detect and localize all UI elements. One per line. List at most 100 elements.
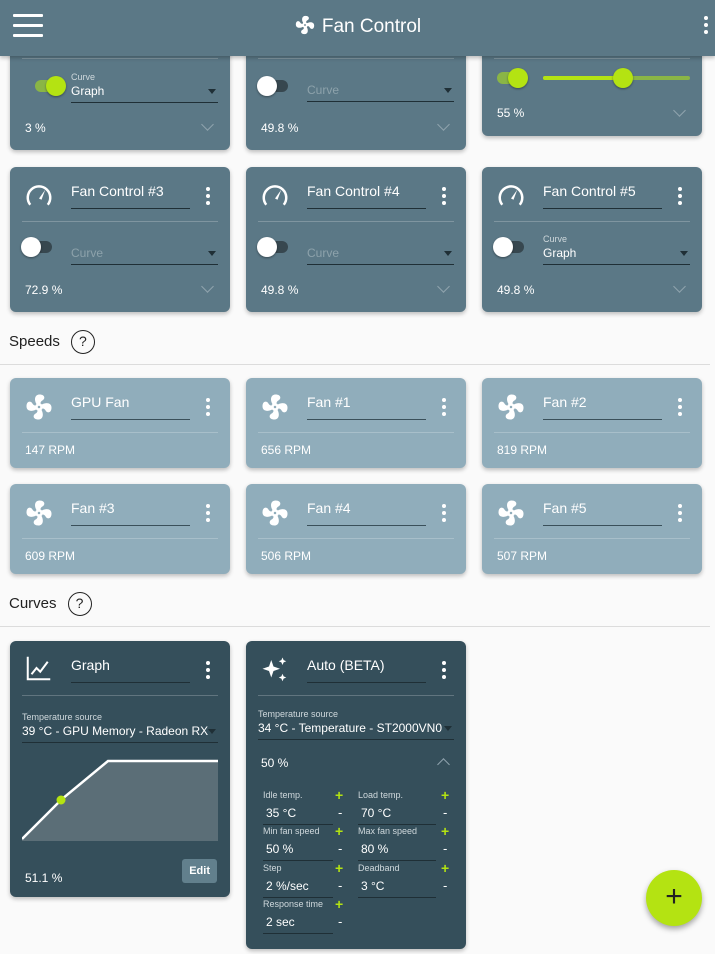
speed-name[interactable]: Fan #4 <box>307 500 426 526</box>
idle-temp-label: Idle temp. <box>263 790 303 800</box>
curve-name[interactable]: Auto (BETA) <box>307 657 426 683</box>
more-vert-icon[interactable] <box>442 398 446 416</box>
curve-name[interactable]: Graph <box>71 657 190 683</box>
increase-button[interactable]: + <box>441 860 450 876</box>
sparkles-icon <box>262 657 287 682</box>
speed-name[interactable]: GPU Fan <box>71 394 190 420</box>
speed-rpm: 507 RPM <box>497 549 548 563</box>
more-vert-icon[interactable] <box>442 504 446 522</box>
auto-curve-card: Auto (BETA) Temperature source 34 °C - T… <box>246 641 466 949</box>
fan-icon <box>260 498 290 533</box>
load-temp-value[interactable]: 70 °C <box>358 806 436 825</box>
control-toggle[interactable] <box>35 76 66 96</box>
control-toggle[interactable] <box>497 68 528 88</box>
control-percent: 49.8 % <box>497 283 535 297</box>
fan-icon <box>496 498 526 533</box>
select-value: Graph <box>543 246 577 260</box>
control-select[interactable]: Curve <box>307 246 454 265</box>
expand-chevron-icon[interactable] <box>437 280 450 293</box>
speed-name[interactable]: Fan #1 <box>307 394 426 420</box>
more-vert-icon[interactable] <box>206 398 210 416</box>
temperature-source-select[interactable]: Temperature source 39 °C - GPU Memory - … <box>22 712 218 743</box>
decrease-button[interactable]: - <box>338 878 343 893</box>
more-vert-icon[interactable] <box>206 504 210 522</box>
fan-icon <box>24 498 54 533</box>
expand-chevron-icon[interactable] <box>201 118 214 131</box>
speed-name[interactable]: Fan #3 <box>71 500 190 526</box>
control-select[interactable]: Curve Graph <box>543 234 690 265</box>
control-toggle[interactable] <box>257 237 288 257</box>
select-value: Graph <box>71 84 105 98</box>
more-vert-icon[interactable] <box>703 16 709 34</box>
more-vert-icon[interactable] <box>678 504 682 522</box>
select-value: Curve <box>307 246 340 260</box>
select-label: Temperature source <box>258 709 339 719</box>
decrease-button[interactable]: - <box>338 805 343 820</box>
more-vert-icon[interactable] <box>678 398 682 416</box>
expand-chevron-icon[interactable] <box>673 280 686 293</box>
curves-heading: Curves? <box>9 592 92 616</box>
increase-button[interactable]: + <box>335 860 344 876</box>
control-select[interactable]: Curve <box>307 83 454 102</box>
decrease-button[interactable]: - <box>443 878 448 893</box>
fan-icon <box>24 392 54 427</box>
control-name[interactable]: Fan Control #5 <box>543 183 662 209</box>
increase-button[interactable]: + <box>335 823 344 839</box>
app-bar: Fan Control <box>0 0 715 56</box>
expand-chevron-icon[interactable] <box>437 118 450 131</box>
response-time-label: Response time <box>263 899 324 909</box>
more-vert-icon[interactable] <box>678 187 682 205</box>
decrease-button[interactable]: - <box>443 841 448 856</box>
temperature-source-select[interactable]: Temperature source 34 °C - Temperature -… <box>258 709 454 740</box>
select-value: 34 °C - Temperature - ST2000VN0 <box>258 721 442 735</box>
speed-rpm: 147 RPM <box>25 443 76 457</box>
collapse-chevron-icon[interactable] <box>437 758 450 771</box>
edit-button[interactable]: Edit <box>182 859 217 883</box>
decrease-button[interactable]: - <box>443 805 448 820</box>
speed-card: Fan #5 507 RPM <box>482 484 702 574</box>
speed-rpm: 506 RPM <box>261 549 312 563</box>
step-value[interactable]: 2 %/sec <box>263 879 333 898</box>
more-vert-icon[interactable] <box>206 661 210 679</box>
control-select[interactable]: Curve <box>71 246 218 265</box>
curve-percent: 51.1 % <box>25 871 63 885</box>
control-name[interactable]: Fan Control #3 <box>71 183 190 209</box>
control-select[interactable]: Curve Graph <box>71 72 218 103</box>
control-percent: 55 % <box>497 106 525 120</box>
help-icon[interactable]: ? <box>67 592 92 616</box>
speed-name[interactable]: Fan #2 <box>543 394 662 420</box>
max-fan-speed-label: Max fan speed <box>358 826 418 836</box>
control-toggle[interactable] <box>21 237 52 257</box>
graph-curve-card: Graph Temperature source 39 °C - GPU Mem… <box>10 641 230 897</box>
control-name[interactable]: Fan Control #4 <box>307 183 426 209</box>
decrease-button[interactable]: - <box>338 841 343 856</box>
expand-chevron-icon[interactable] <box>201 280 214 293</box>
deadband-value[interactable]: 3 °C <box>358 879 436 898</box>
control-toggle[interactable] <box>493 237 524 257</box>
expand-chevron-icon[interactable] <box>673 104 686 117</box>
decrease-button[interactable]: - <box>338 914 343 929</box>
more-vert-icon[interactable] <box>206 187 210 205</box>
control-toggle[interactable] <box>257 76 288 96</box>
more-vert-icon[interactable] <box>442 187 446 205</box>
fan-icon <box>496 392 526 427</box>
idle-temp-value[interactable]: 35 °C <box>263 806 333 825</box>
increase-button[interactable]: + <box>441 787 450 803</box>
increase-button[interactable]: + <box>441 823 450 839</box>
speed-name[interactable]: Fan #5 <box>543 500 662 526</box>
increase-button[interactable]: + <box>335 896 344 912</box>
select-label: Temperature source <box>22 712 103 722</box>
increase-button[interactable]: + <box>335 787 344 803</box>
max-fan-speed-value[interactable]: 80 % <box>358 842 436 861</box>
more-vert-icon[interactable] <box>442 661 446 679</box>
response-time-value[interactable]: 2 sec <box>263 915 333 934</box>
control-card-3: Fan Control #3 Curve 72.9 % <box>10 167 230 312</box>
help-icon[interactable]: ? <box>70 330 95 354</box>
add-fab-button[interactable]: + <box>646 870 702 926</box>
min-fan-speed-value[interactable]: 50 % <box>263 842 333 861</box>
control-percent: 72.9 % <box>25 283 63 297</box>
hamburger-icon[interactable] <box>13 14 43 38</box>
fan-icon <box>295 15 315 35</box>
speed-card: Fan #2 819 RPM <box>482 378 702 468</box>
select-value: Curve <box>307 83 340 97</box>
